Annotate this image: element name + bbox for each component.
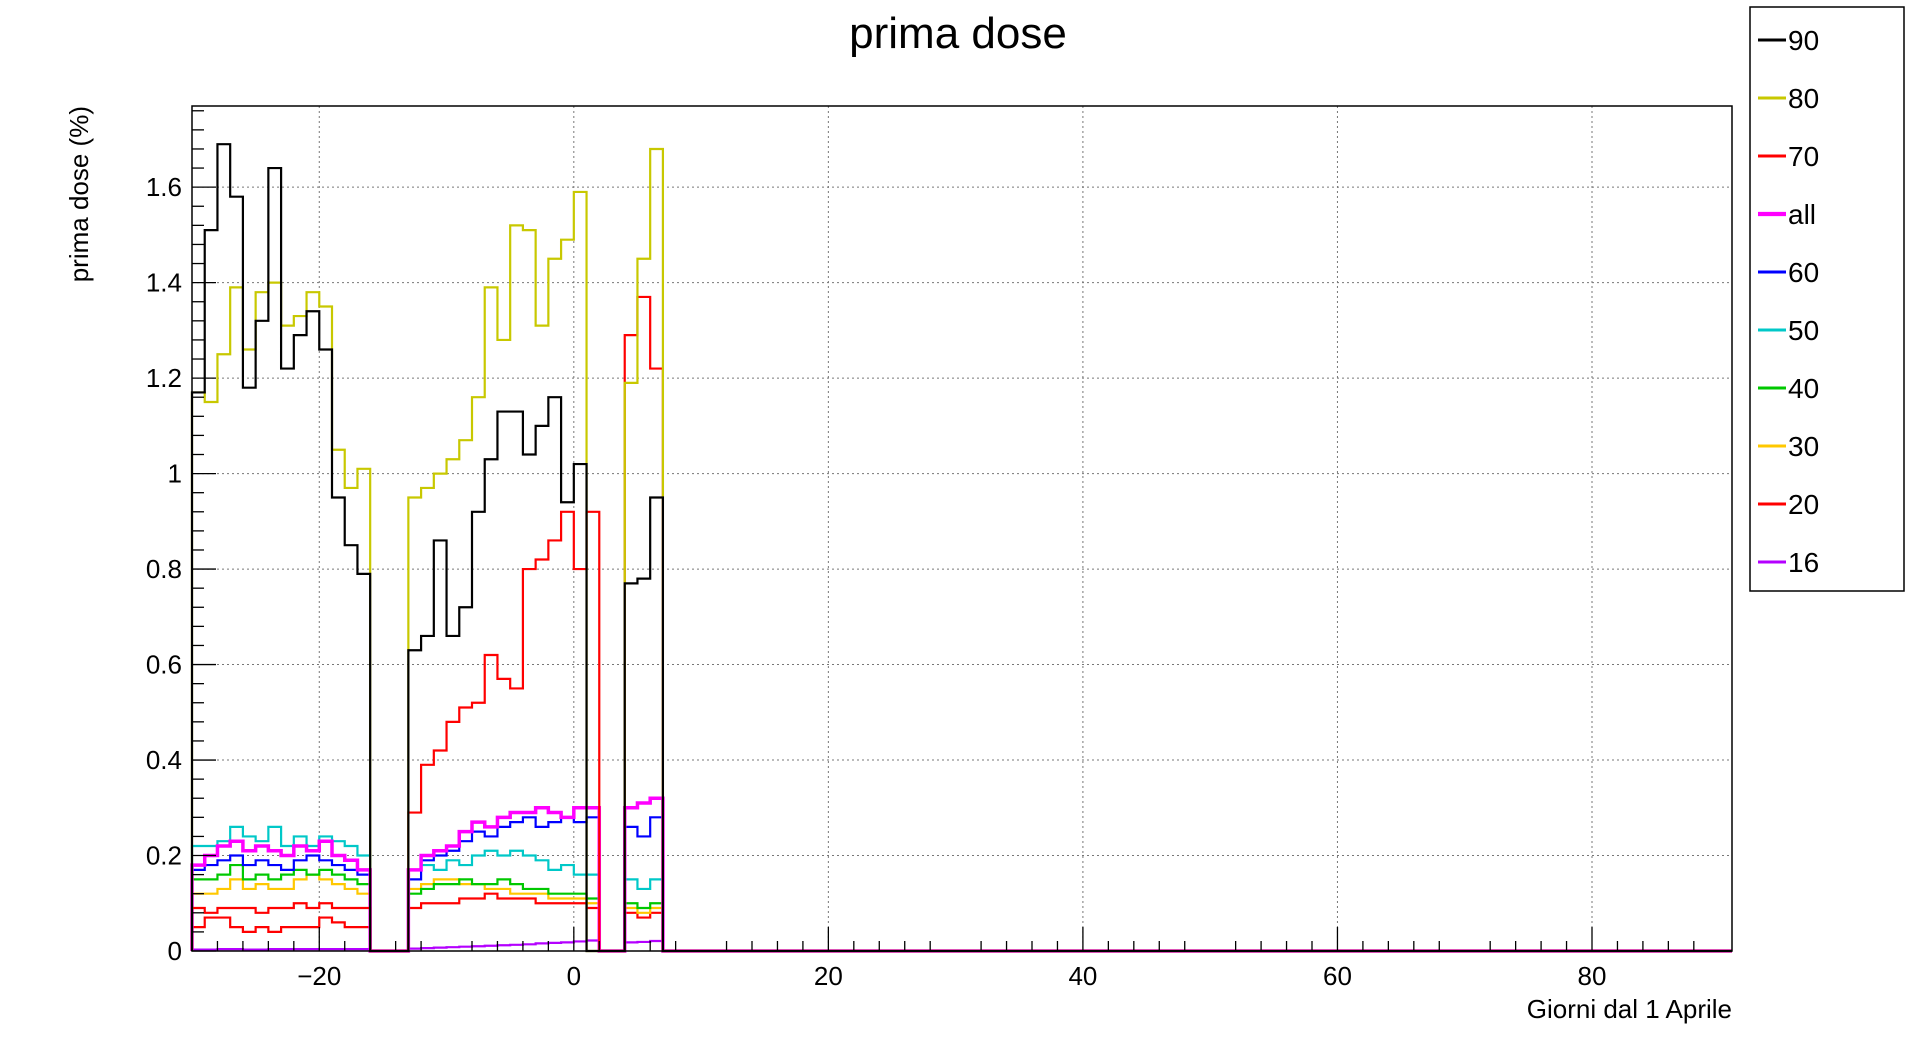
x-tick-label: −20 <box>297 961 341 991</box>
y-axis-label: prima dose (%) <box>64 106 94 282</box>
x-tick-label: 20 <box>814 961 843 991</box>
legend-label-50: 50 <box>1788 315 1819 346</box>
y-tick-label: 0.6 <box>146 650 182 680</box>
x-tick-label: 60 <box>1323 961 1352 991</box>
y-tick-label: 0.8 <box>146 554 182 584</box>
series-line-70 <box>190 295 1732 953</box>
y-tick-label: 0.2 <box>146 841 182 871</box>
legend-label-60: 60 <box>1788 257 1819 288</box>
series-layer <box>190 143 1732 953</box>
series-line-40 <box>190 863 1732 953</box>
x-tick-label: 40 <box>1068 961 1097 991</box>
y-tick-label: 1.4 <box>146 268 182 298</box>
legend-label-40: 40 <box>1788 373 1819 404</box>
chart-title: prima dose <box>849 9 1067 58</box>
y-tick-label: 1.2 <box>146 363 182 393</box>
y-tick-label: 0 <box>168 936 182 966</box>
y-tick-label: 0.4 <box>146 745 182 775</box>
legend-label-all: all <box>1788 199 1816 230</box>
y-tick-label: 1 <box>168 459 182 489</box>
axes: −20 0 20 40 60 80 0 0.2 0.4 0.6 0.8 1 1.2 1.4 1.6 <box>146 110 1695 991</box>
legend-label-30: 30 <box>1788 431 1819 462</box>
plot-frame <box>191 105 1733 952</box>
series-line-50 <box>190 825 1732 953</box>
x-tick-label: 0 <box>567 961 581 991</box>
x-tick-label: 80 <box>1578 961 1607 991</box>
legend-label-20: 20 <box>1788 489 1819 520</box>
series-line-80 <box>190 147 1732 953</box>
x-axis-label: Giorni dal 1 Aprile <box>1527 994 1732 1024</box>
series-line-all <box>190 796 1732 953</box>
legend: 90 80 70 all 60 50 40 30 20 16 <box>1749 6 1905 592</box>
legend-label-90: 90 <box>1788 25 1819 56</box>
legend-box <box>1749 6 1905 592</box>
grid <box>192 106 1732 952</box>
y-tick-label: 1.6 <box>146 172 182 202</box>
series-line-90 <box>190 143 1732 953</box>
legend-label-80: 80 <box>1788 83 1819 114</box>
legend-label-16: 16 <box>1788 547 1819 578</box>
legend-label-70: 70 <box>1788 141 1819 172</box>
series-line-30 <box>190 873 1732 953</box>
series-line-20 <box>190 892 1732 953</box>
